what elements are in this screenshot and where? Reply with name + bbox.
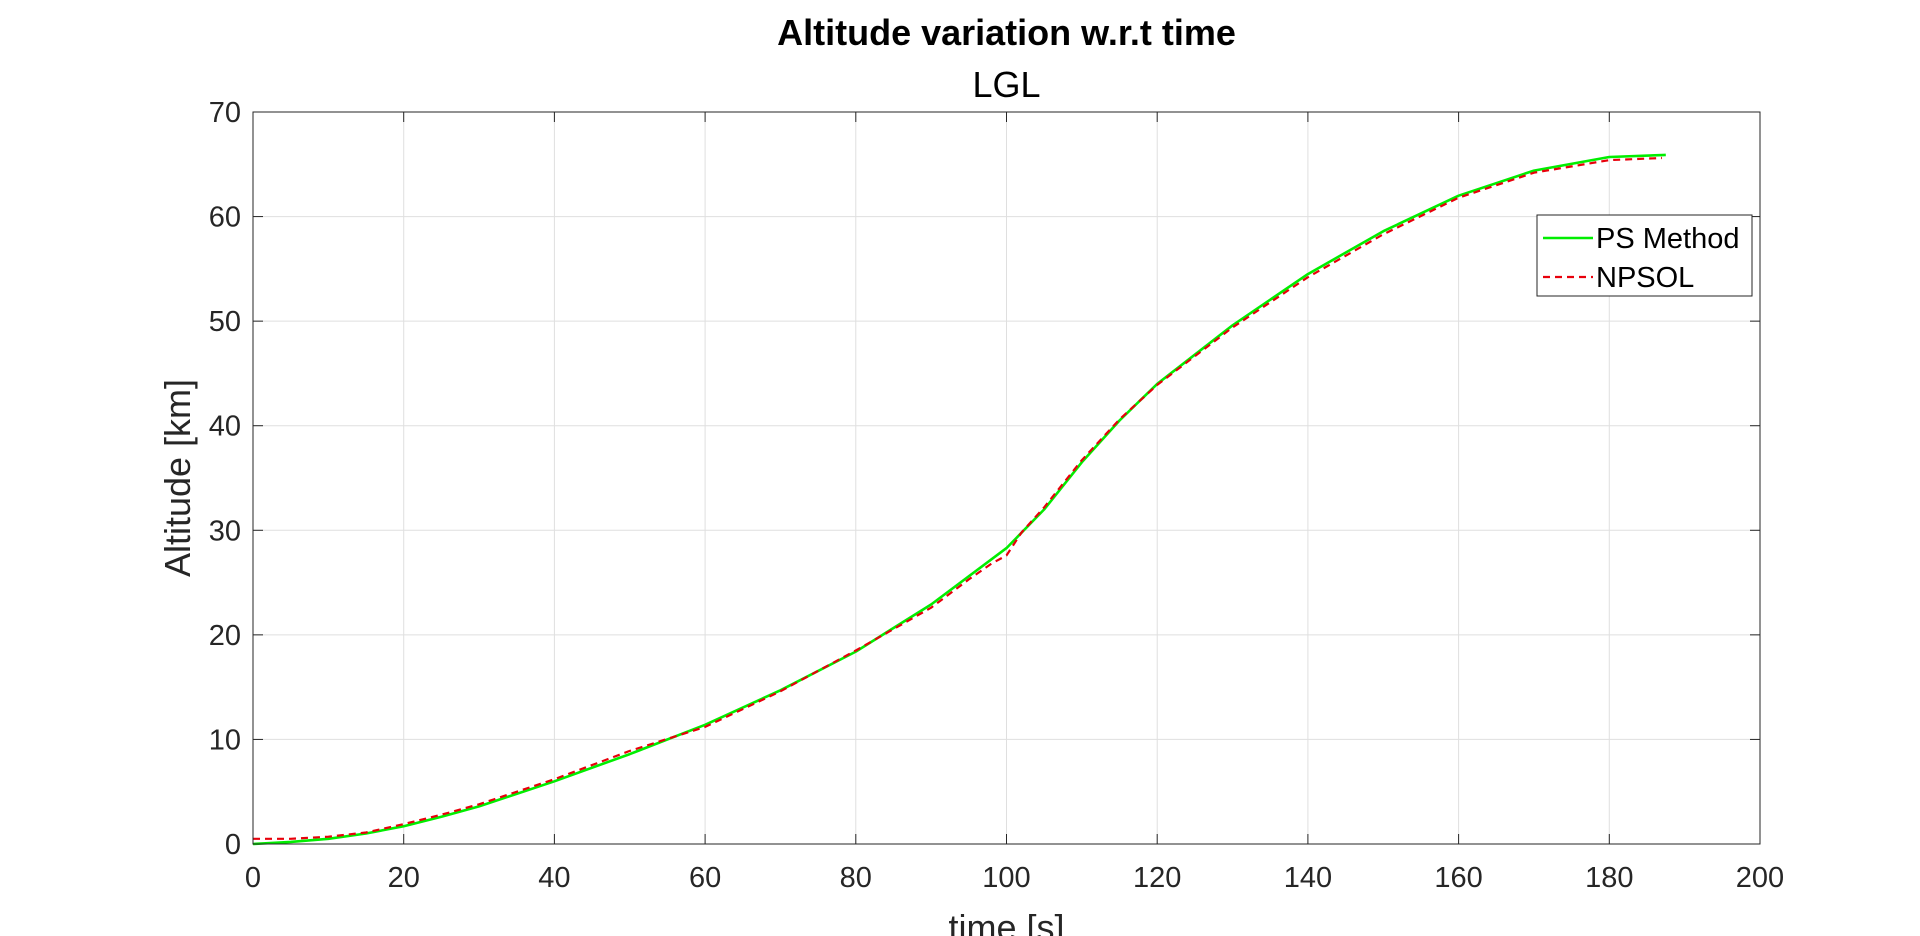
legend-label-ps-method: PS Method	[1596, 223, 1739, 255]
y-tick-label: 20	[209, 620, 241, 652]
y-tick-label: 10	[209, 724, 241, 756]
y-tick-label: 40	[209, 411, 241, 443]
series-line-ps-method	[252, 153, 1666, 846]
x-tick-label: 160	[1434, 862, 1482, 894]
x-tick-label: 0	[245, 862, 261, 894]
x-tick-label: 100	[982, 862, 1030, 894]
x-tick-label: 80	[840, 862, 872, 894]
ticks: 0 20 40 60 80 100 120 140 160 180 200 0 10 20 30 40 50 60…	[209, 97, 1784, 894]
y-tick-label: 50	[209, 306, 241, 338]
x-tick-label: 60	[689, 862, 721, 894]
chart-subtitle: LGL	[972, 64, 1040, 105]
x-tick-label: 40	[538, 862, 570, 894]
legend-label-npsol: NPSOL	[1596, 262, 1694, 294]
series-line-npsol	[253, 156, 1663, 840]
chart-title: Altitude variation w.r.t time	[777, 12, 1236, 53]
y-tick-label: 60	[209, 202, 241, 234]
y-tick-label: 70	[209, 97, 241, 129]
x-axis-label: time [s]	[948, 907, 1064, 936]
y-tick-label: 0	[225, 829, 241, 861]
x-tick-label: 200	[1736, 862, 1784, 894]
x-tick-label: 140	[1284, 862, 1332, 894]
legend-box	[1536, 214, 1753, 297]
y-tick-label: 30	[209, 515, 241, 547]
x-tick-label: 120	[1133, 862, 1181, 894]
x-tick-label: 20	[388, 862, 420, 894]
series-layer	[252, 153, 1666, 846]
y-axis-label: Altitude [km]	[157, 379, 198, 577]
legend: PS Method NPSOL	[1536, 214, 1753, 297]
x-tick-label: 180	[1585, 862, 1633, 894]
